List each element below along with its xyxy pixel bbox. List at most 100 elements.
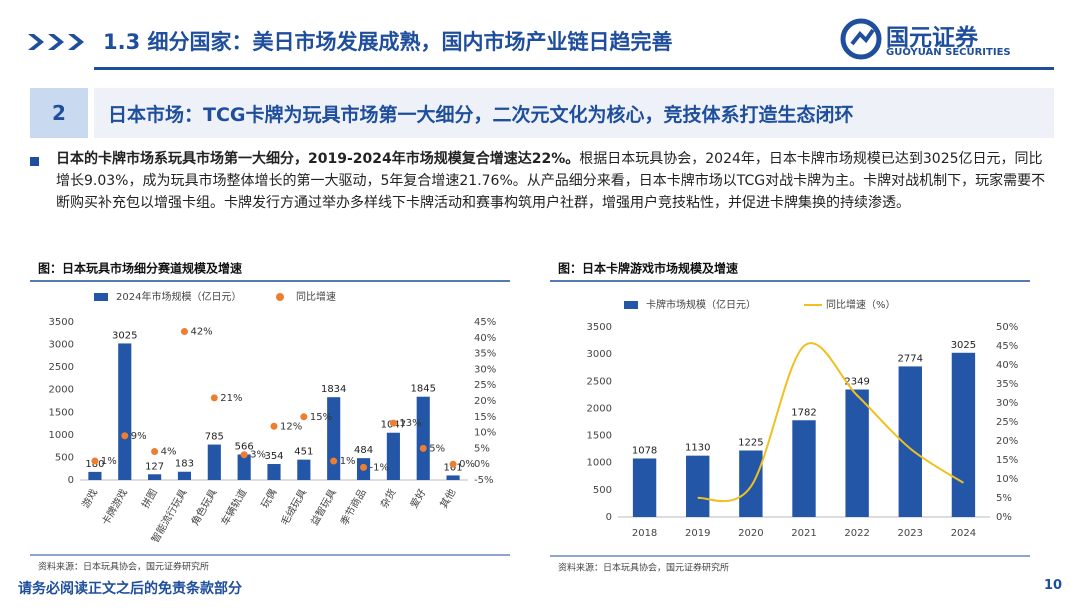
dot <box>210 394 218 402</box>
bar <box>686 455 710 517</box>
body-lead: 日本的卡牌市场系玩具市场第一大细分，2019-2024年市场规模复合增速达22%… <box>56 151 580 167</box>
dot-label: 0% <box>459 459 475 470</box>
page-number: 10 <box>1044 578 1063 593</box>
x-tick-label: 2018 <box>632 528 657 539</box>
x-tick-label: 2024 <box>951 528 976 539</box>
body-text: 根据日本玩具协会，2024年，日本卡牌市场规模已达到3025亿日元，同比增长9.… <box>56 151 1046 211</box>
header-title: 1.3 细分国家：美日市场发展成熟，国内市场产业链日趋完善 <box>103 30 673 54</box>
y2-tick-label: 25% <box>996 417 1018 428</box>
arrows <box>28 34 84 50</box>
bar <box>88 471 102 480</box>
y2-tick-label: 15% <box>474 412 496 423</box>
x-tick-label: 拼图 <box>139 487 160 511</box>
dot-label: 9% <box>131 431 147 442</box>
bar-label: 101 <box>444 462 463 473</box>
dot <box>419 444 427 452</box>
dot-label: 21% <box>220 393 242 404</box>
x-tick-label: 其他 <box>437 487 458 511</box>
legend-swatch <box>276 293 284 301</box>
x-tick-label: 车辆轨道 <box>218 487 249 528</box>
section-band <box>94 88 1054 138</box>
x-tick-label: 毛绒玩具 <box>278 487 309 528</box>
source: 资料来源：日本玩具协会，国元证券研究所 <box>558 562 729 574</box>
bar <box>327 397 341 480</box>
legend-swatch <box>94 293 108 301</box>
bar <box>118 343 132 480</box>
bar-label: 3025 <box>112 330 137 341</box>
legend-swatch <box>624 301 638 309</box>
x-tick-label: 游戏 <box>79 487 100 511</box>
y2-tick-label: 30% <box>474 364 496 375</box>
y-tick-label: 2500 <box>587 376 612 387</box>
bar-label: 183 <box>175 459 194 470</box>
y2-tick-label: 20% <box>474 396 496 407</box>
x-tick-label: 2020 <box>738 528 763 539</box>
dot-label: 42% <box>190 326 212 337</box>
y-tick-label: 2000 <box>49 385 74 396</box>
x-tick-label: 2023 <box>898 528 923 539</box>
bar <box>386 432 400 480</box>
x-tick-label: 2019 <box>685 528 710 539</box>
dot <box>240 451 248 459</box>
y2-tick-label: 5% <box>474 443 490 454</box>
y2-tick-label: 0% <box>474 459 490 470</box>
bar-label: 451 <box>294 447 313 458</box>
dot <box>330 457 338 465</box>
section-title: 日本市场：TCG卡牌为玩具市场第一大细分，二次元文化为核心，竞技体系打造生态闭环 <box>108 104 854 126</box>
dot <box>91 457 99 465</box>
y-tick-label: 2500 <box>49 362 74 373</box>
bar-label: 354 <box>264 451 283 462</box>
y-tick-label: 3500 <box>587 322 612 333</box>
section-number: 2 <box>30 88 88 138</box>
dot-label: 1% <box>340 456 356 467</box>
disclaimer: 请务必阅读正文之后的免责条款部分 <box>18 581 242 597</box>
bar-label: 1845 <box>411 384 436 395</box>
dot <box>270 422 278 430</box>
x-tick-label: 杂货 <box>377 487 398 511</box>
chart-title: 图：日本卡牌游戏市场规模及增速 <box>558 261 738 276</box>
x-tick-label: 角色玩具 <box>188 487 219 528</box>
legend-label: 同比增速（%） <box>826 298 896 311</box>
bar <box>297 459 311 480</box>
bar-label: 1225 <box>738 438 763 449</box>
bar-label: 1782 <box>791 407 816 418</box>
header-rule <box>94 67 1054 70</box>
dot <box>389 419 397 427</box>
logo-en: GUOYUAN SECURITIES <box>886 47 1011 58</box>
bar <box>237 454 251 480</box>
y2-tick-label: 35% <box>996 379 1018 390</box>
body: 日本的卡牌市场系玩具市场第一大细分，2019-2024年市场规模复合增速达22%… <box>56 148 1046 214</box>
bar <box>207 444 221 480</box>
y2-tick-label: 5% <box>996 493 1012 504</box>
y2-tick-label: 0% <box>996 512 1012 523</box>
dot <box>449 460 457 468</box>
x-tick-label: 季节商品 <box>337 487 368 528</box>
bar <box>898 366 922 517</box>
y-tick-label: 3000 <box>49 340 74 351</box>
bullet <box>30 157 39 166</box>
y-tick-label: 500 <box>55 452 74 463</box>
bar-label: 785 <box>205 432 224 443</box>
bar-label: 1834 <box>321 384 346 395</box>
y2-tick-label: 50% <box>996 322 1018 333</box>
x-tick-label: 卡牌游戏 <box>99 487 130 528</box>
legend-label: 卡牌市场规模（亿日元） <box>646 298 756 311</box>
y-tick-label: 1000 <box>49 430 74 441</box>
dot-label: 12% <box>280 421 302 432</box>
dot <box>180 327 188 335</box>
y-tick-label: 3000 <box>587 349 612 360</box>
dot-label: 13% <box>399 418 421 429</box>
legend-label: 2024年市场规模（亿日元） <box>116 290 241 303</box>
y-tick-label: 500 <box>593 485 612 496</box>
dot-label: 4% <box>161 447 177 458</box>
bar <box>632 458 657 517</box>
y-tick-label: 1500 <box>587 431 612 442</box>
y2-tick-label: 40% <box>474 333 496 344</box>
bar-label: 1078 <box>632 445 657 456</box>
bar <box>739 450 763 517</box>
x-tick-label: 2022 <box>844 528 869 539</box>
bar-label: 484 <box>354 445 373 456</box>
y2-tick-label: 10% <box>474 428 496 439</box>
y-tick-label: 0 <box>68 475 74 486</box>
